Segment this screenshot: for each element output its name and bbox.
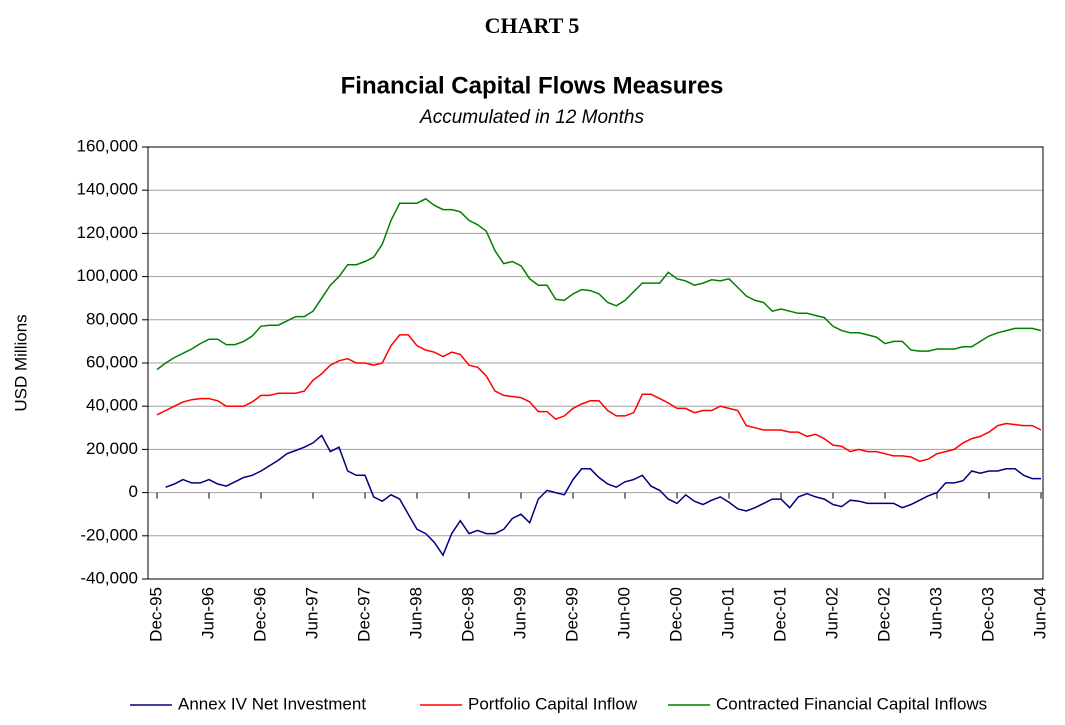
x-tick-label: Jun-04 [1030,587,1049,639]
x-tick-label: Jun-01 [718,587,737,639]
y-tick-label: -20,000 [80,525,138,544]
x-tick-label: Dec-99 [562,587,581,642]
x-tick-label: Dec-02 [874,587,893,642]
series-line [156,334,1042,463]
x-tick-label: Dec-00 [666,587,685,642]
y-tick-label: 140,000 [77,180,138,199]
x-tick-label: Jun-00 [614,587,633,639]
legend-label: Annex IV Net Investment [178,694,366,713]
plot-frame [147,146,1044,580]
x-tick-label: Jun-02 [822,587,841,639]
series-line [165,434,1041,557]
x-tick-label: Dec-97 [354,587,373,642]
x-tick-label: Jun-03 [926,587,945,639]
y-tick-label: 60,000 [86,352,138,371]
x-tick-label: Jun-99 [510,587,529,639]
x-tick-label: Dec-01 [770,587,789,642]
y-tick-label: 0 [129,482,138,501]
y-tick-label: 160,000 [77,136,138,155]
legend-label: Portfolio Capital Inflow [468,694,638,713]
x-tick-label: Jun-96 [198,587,217,639]
series-line [156,197,1042,371]
x-tick-label: Dec-96 [250,587,269,642]
y-tick-label: 80,000 [86,309,138,328]
y-tick-label: 40,000 [86,396,138,415]
y-tick-label: 20,000 [86,439,138,458]
y-tick-label: 120,000 [77,223,138,242]
x-tick-label: Jun-97 [302,587,321,639]
y-tick-label: 100,000 [77,266,138,285]
chart-subtitle: Accumulated in 12 Months [419,107,644,128]
x-tick-label: Dec-98 [458,587,477,642]
y-tick-label: -40,000 [80,568,138,587]
y-axis-label: USD Millions [11,314,30,411]
chart-label: CHART 5 [485,13,580,38]
chart-title: Financial Capital Flows Measures [341,72,724,99]
legend-label: Contracted Financial Capital Inflows [716,694,987,713]
x-tick-label: Dec-95 [146,587,165,642]
x-tick-label: Jun-98 [406,587,425,639]
x-tick-label: Dec-03 [978,587,997,642]
